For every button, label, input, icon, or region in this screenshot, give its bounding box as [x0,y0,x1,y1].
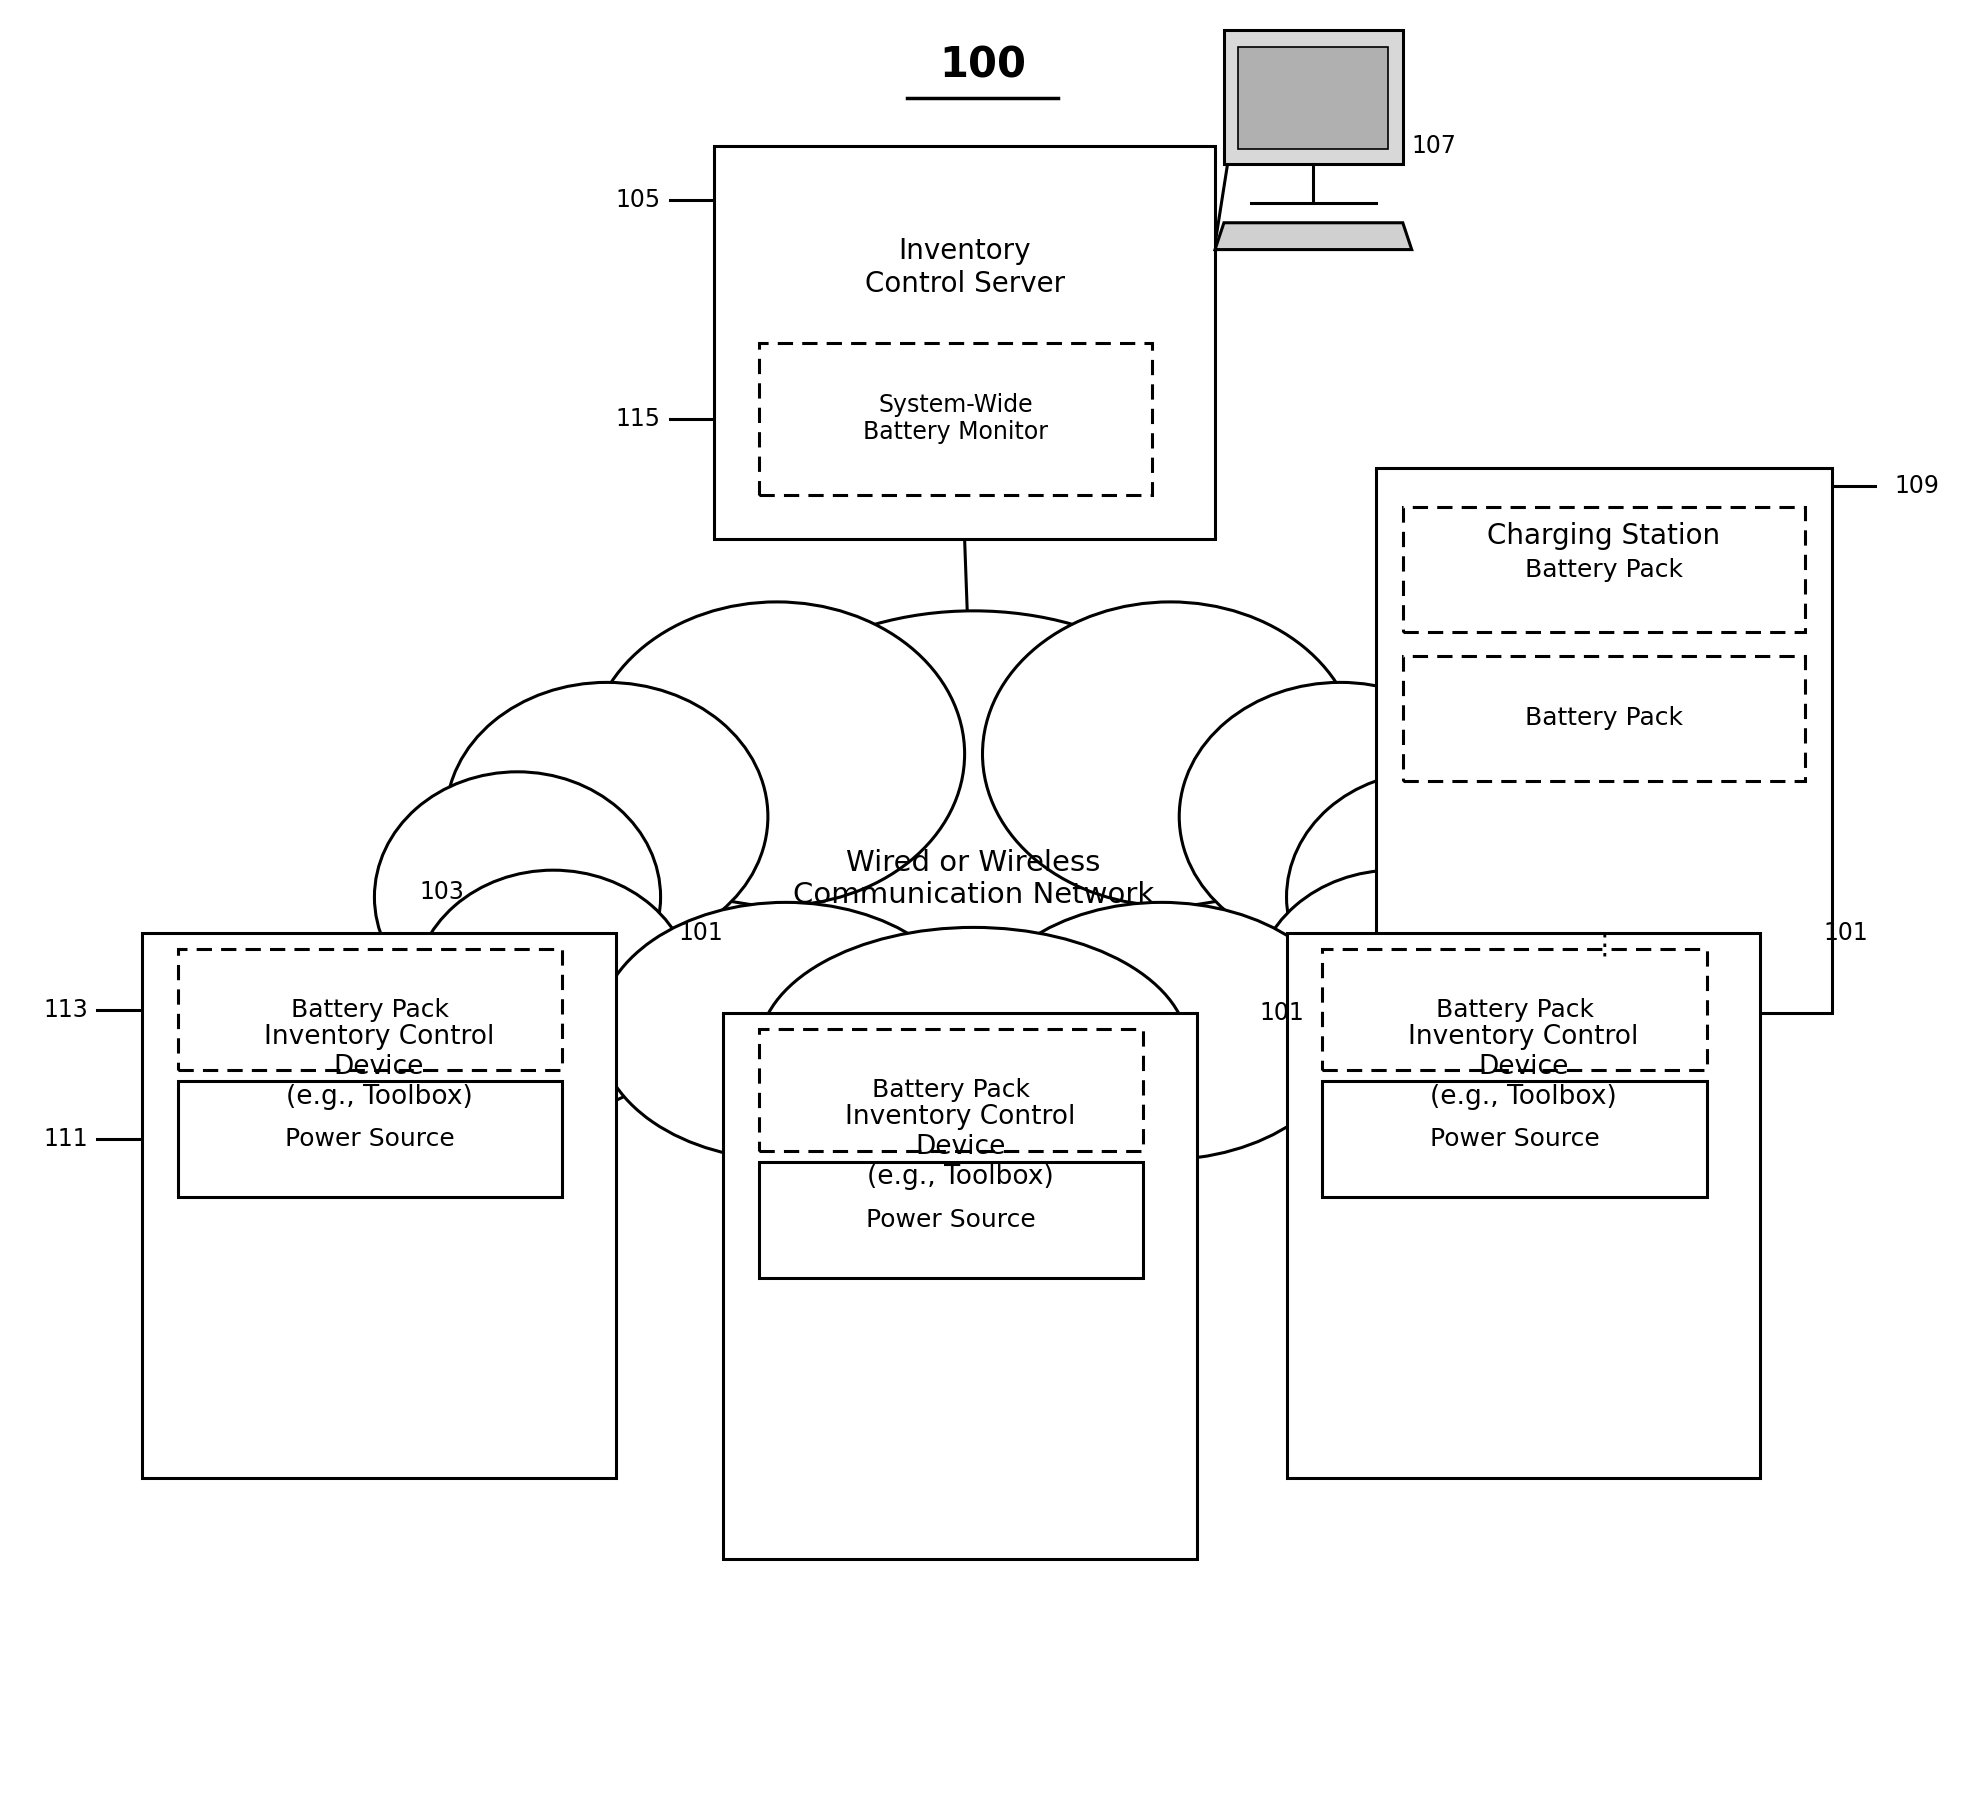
Text: Inventory Control
Device
(e.g., Toolbox): Inventory Control Device (e.g., Toolbox) [263,1024,493,1110]
Text: 103: 103 [418,879,464,904]
FancyBboxPatch shape [1237,47,1389,149]
Text: 100: 100 [939,45,1025,86]
Ellipse shape [972,902,1349,1161]
FancyBboxPatch shape [1224,30,1402,163]
Text: System-Wide
Battery Monitor: System-Wide Battery Monitor [862,393,1047,445]
Ellipse shape [589,603,964,906]
FancyBboxPatch shape [1402,655,1805,780]
Polygon shape [1214,222,1410,249]
Text: 101: 101 [1259,1001,1304,1024]
FancyBboxPatch shape [177,949,562,1071]
Text: Inventory Control
Device
(e.g., Toolbox): Inventory Control Device (e.g., Toolbox) [1408,1024,1638,1110]
Text: 113: 113 [43,997,88,1021]
Ellipse shape [1178,682,1500,951]
Text: Inventory Control
Device
(e.g., Toolbox): Inventory Control Device (e.g., Toolbox) [845,1105,1074,1191]
Text: Charging Station: Charging Station [1487,522,1720,549]
Text: Battery Pack: Battery Pack [1436,997,1593,1021]
Text: Power Source: Power Source [285,1127,454,1152]
Text: Battery Pack: Battery Pack [872,1078,1029,1102]
Text: 101: 101 [678,920,723,945]
Text: Inventory
Control Server: Inventory Control Server [864,237,1064,298]
Text: 109: 109 [1893,474,1938,497]
FancyBboxPatch shape [177,1082,562,1197]
Text: 115: 115 [615,407,660,431]
Text: Battery Pack: Battery Pack [291,997,448,1021]
FancyBboxPatch shape [758,1030,1143,1152]
FancyBboxPatch shape [1322,1082,1707,1197]
Ellipse shape [758,927,1188,1171]
Ellipse shape [414,870,693,1114]
FancyBboxPatch shape [758,343,1151,495]
Ellipse shape [1286,771,1571,1023]
Text: 101: 101 [1823,920,1868,945]
Text: Wired or Wireless
Communication Network: Wired or Wireless Communication Network [793,849,1153,910]
Ellipse shape [713,610,1231,969]
Text: Battery Pack: Battery Pack [1524,707,1681,730]
FancyBboxPatch shape [723,1014,1196,1559]
Ellipse shape [597,902,972,1161]
Text: 107: 107 [1410,135,1455,158]
Text: Power Source: Power Source [1430,1127,1599,1152]
Ellipse shape [375,771,660,1023]
FancyBboxPatch shape [758,1163,1143,1277]
FancyBboxPatch shape [141,933,615,1478]
FancyBboxPatch shape [1322,949,1707,1071]
FancyBboxPatch shape [1286,933,1760,1478]
Ellipse shape [982,603,1357,906]
FancyBboxPatch shape [713,145,1214,540]
Ellipse shape [1253,870,1532,1114]
FancyBboxPatch shape [1402,508,1805,631]
Text: ⋮: ⋮ [1589,931,1616,960]
FancyBboxPatch shape [1375,468,1830,1014]
Text: Battery Pack: Battery Pack [1524,558,1681,581]
Text: Power Source: Power Source [866,1207,1035,1232]
Text: 105: 105 [615,188,660,212]
Ellipse shape [446,682,768,951]
Text: 111: 111 [43,1127,88,1152]
